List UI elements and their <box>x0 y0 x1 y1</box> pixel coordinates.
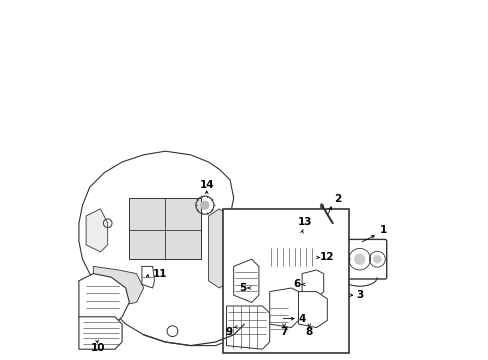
Polygon shape <box>320 203 323 209</box>
Polygon shape <box>269 288 298 328</box>
Polygon shape <box>79 317 122 349</box>
Text: 14: 14 <box>199 180 214 190</box>
Text: 11: 11 <box>152 269 167 279</box>
Text: 13: 13 <box>297 217 312 228</box>
Text: 9: 9 <box>225 327 232 337</box>
Polygon shape <box>142 266 154 288</box>
Polygon shape <box>93 266 143 306</box>
Bar <box>223 209 348 353</box>
Polygon shape <box>79 274 129 324</box>
Text: 6: 6 <box>293 279 300 289</box>
Polygon shape <box>269 227 312 241</box>
FancyBboxPatch shape <box>332 239 386 279</box>
Circle shape <box>354 254 365 265</box>
Text: 10: 10 <box>90 343 104 354</box>
Polygon shape <box>233 259 258 302</box>
Circle shape <box>337 255 346 263</box>
Polygon shape <box>79 151 251 346</box>
Text: 5: 5 <box>239 283 246 293</box>
Text: 7: 7 <box>280 327 287 337</box>
Text: 2: 2 <box>334 194 341 204</box>
Polygon shape <box>86 209 107 252</box>
Text: 1: 1 <box>379 225 386 235</box>
Polygon shape <box>265 248 316 266</box>
Polygon shape <box>226 306 269 349</box>
Polygon shape <box>265 302 291 338</box>
Text: 8: 8 <box>305 327 312 337</box>
Text: 12: 12 <box>319 252 334 262</box>
Polygon shape <box>129 198 201 259</box>
Circle shape <box>200 201 209 210</box>
Text: 4: 4 <box>298 314 305 324</box>
Polygon shape <box>208 209 230 288</box>
Text: 3: 3 <box>356 290 363 300</box>
Polygon shape <box>302 270 323 299</box>
Polygon shape <box>298 292 326 328</box>
Circle shape <box>373 255 381 263</box>
